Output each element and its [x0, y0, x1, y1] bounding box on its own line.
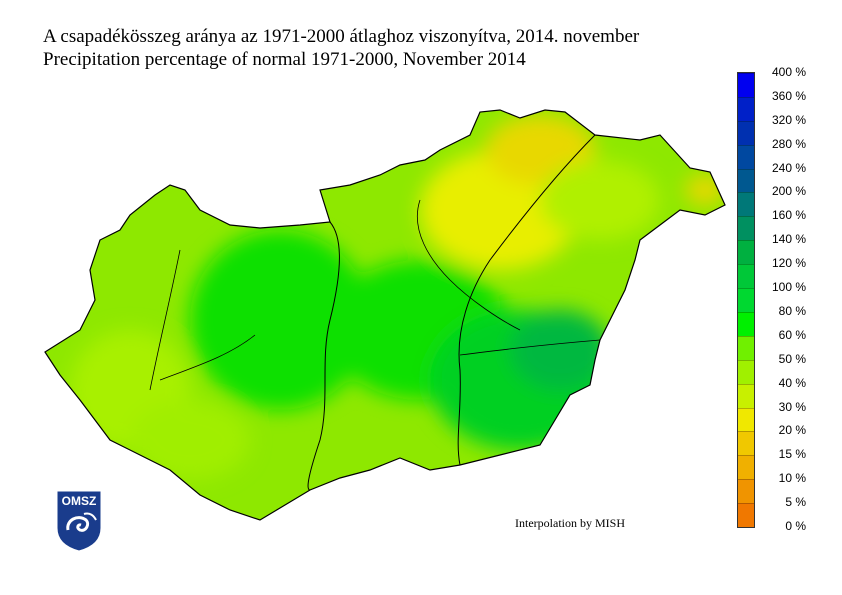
- zagyva-river: [416, 199, 521, 331]
- danube-river: [307, 221, 340, 491]
- color-legend: [737, 72, 755, 528]
- legend-tick-label: 320 %: [771, 112, 806, 127]
- legend-bin: [738, 168, 754, 193]
- svg-text:OMSZ: OMSZ: [62, 494, 97, 508]
- tisza-river: [457, 134, 596, 466]
- legend-tick-label: 100 %: [771, 280, 806, 295]
- legend-bin: [738, 311, 754, 336]
- legend-tick-label: 5 %: [785, 495, 806, 510]
- raba-river: [149, 249, 181, 391]
- legend-tick-label: 0 %: [785, 519, 806, 533]
- koros-river: [459, 339, 601, 356]
- legend-bin: [738, 359, 754, 384]
- legend-tick-label: 140 %: [771, 232, 806, 247]
- legend-bin: [738, 335, 754, 360]
- interpolation-credit: Interpolation by MISH: [515, 516, 625, 530]
- legend-tick-label: 240 %: [771, 160, 806, 175]
- legend-tick-label: 20 %: [778, 423, 806, 438]
- legend-tick-label: 50 %: [778, 351, 806, 366]
- legend-tick-label: 280 %: [771, 136, 806, 151]
- legend-tick-label: 360 %: [771, 88, 806, 103]
- legend-bin: [738, 240, 754, 265]
- legend-tick-label: 400 %: [771, 65, 806, 79]
- legend-tick-label: 10 %: [778, 471, 806, 486]
- legend-bin: [738, 503, 754, 527]
- legend-bin: [738, 120, 754, 145]
- legend-bin: [738, 264, 754, 289]
- legend-tick-label: 160 %: [771, 208, 806, 223]
- legend-tick-label: 60 %: [778, 327, 806, 342]
- legend-tick-label: 30 %: [778, 399, 806, 414]
- title-hungarian: A csapadékösszeg aránya az 1971-2000 átl…: [43, 26, 640, 47]
- legend-bin: [738, 192, 754, 217]
- legend-bin: [738, 431, 754, 456]
- legend-tick-label: 15 %: [778, 447, 806, 462]
- legend-bin: [738, 96, 754, 121]
- omsz-logo: OMSZ: [56, 490, 102, 552]
- legend-tick-label: 40 %: [778, 375, 806, 390]
- legend-bin: [738, 144, 754, 169]
- legend-bin: [738, 288, 754, 312]
- legend-bin: [738, 455, 754, 480]
- legend-bin: [738, 479, 754, 504]
- legend-bin: [738, 216, 754, 241]
- title-english: Precipitation percentage of normal 1971-…: [43, 49, 526, 70]
- legend-tick-label: 120 %: [771, 256, 806, 271]
- legend-tick-label: 80 %: [778, 303, 806, 318]
- legend-tick-label: 200 %: [771, 184, 806, 199]
- balaton-shore: [159, 334, 256, 381]
- legend-bin: [738, 73, 754, 97]
- legend-bin: [738, 407, 754, 432]
- legend-bin: [738, 383, 754, 408]
